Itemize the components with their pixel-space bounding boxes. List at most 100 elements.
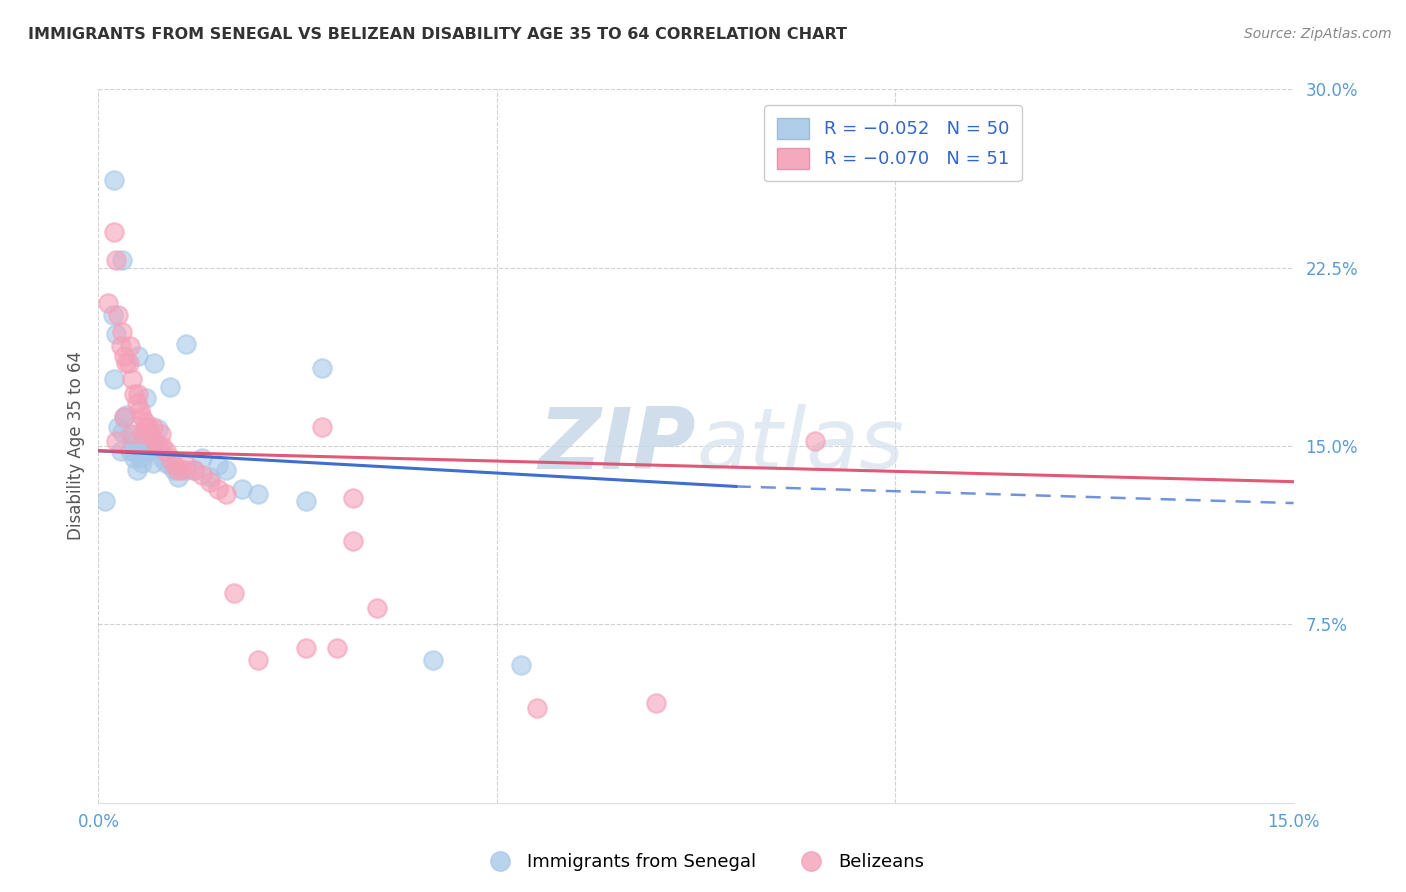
Point xyxy=(134,415,156,429)
Point xyxy=(121,443,143,458)
Point xyxy=(366,600,388,615)
Point xyxy=(104,253,127,268)
Point xyxy=(124,386,146,401)
Point xyxy=(143,434,166,449)
Point xyxy=(135,420,157,434)
Point xyxy=(246,653,269,667)
Point xyxy=(127,349,149,363)
Point xyxy=(804,434,827,449)
Point xyxy=(159,450,181,465)
Point xyxy=(326,641,349,656)
Point xyxy=(121,427,143,442)
Text: Source: ZipAtlas.com: Source: ZipAtlas.com xyxy=(1244,27,1392,41)
Point xyxy=(207,458,229,472)
Point xyxy=(111,425,134,439)
Point xyxy=(110,443,132,458)
Point xyxy=(143,434,166,449)
Point xyxy=(139,443,162,458)
Text: IMMIGRANTS FROM SENEGAL VS BELIZEAN DISABILITY AGE 35 TO 64 CORRELATION CHART: IMMIGRANTS FROM SENEGAL VS BELIZEAN DISA… xyxy=(28,27,848,42)
Point xyxy=(118,356,141,370)
Point xyxy=(342,534,364,549)
Point xyxy=(183,463,205,477)
Point xyxy=(311,420,333,434)
Point xyxy=(129,450,152,465)
Point xyxy=(163,463,186,477)
Text: atlas: atlas xyxy=(696,404,904,488)
Point xyxy=(124,450,146,465)
Point xyxy=(111,253,134,268)
Point xyxy=(104,327,127,342)
Point xyxy=(342,491,364,506)
Point xyxy=(526,700,548,714)
Point xyxy=(101,308,124,322)
Point xyxy=(198,475,221,489)
Point xyxy=(112,410,135,425)
Point xyxy=(172,463,194,477)
Point xyxy=(131,427,153,442)
Point xyxy=(121,372,143,386)
Point xyxy=(127,386,149,401)
Point xyxy=(215,486,238,500)
Point xyxy=(207,482,229,496)
Point xyxy=(509,657,531,672)
Text: ZIP: ZIP xyxy=(538,404,696,488)
Point xyxy=(115,356,138,370)
Point xyxy=(159,379,181,393)
Point xyxy=(103,172,125,186)
Point xyxy=(120,339,142,353)
Point xyxy=(150,450,173,465)
Point xyxy=(127,439,149,453)
Point xyxy=(135,392,157,406)
Point xyxy=(103,225,125,239)
Legend: R = −0.052   N = 50, R = −0.070   N = 51: R = −0.052 N = 50, R = −0.070 N = 51 xyxy=(763,105,1022,181)
Point xyxy=(167,470,190,484)
Point xyxy=(148,439,170,453)
Point xyxy=(155,456,177,470)
Legend: Immigrants from Senegal, Belizeans: Immigrants from Senegal, Belizeans xyxy=(475,847,931,879)
Point xyxy=(112,410,135,425)
Point xyxy=(142,420,165,434)
Point xyxy=(136,443,159,458)
Point xyxy=(142,456,165,470)
Point xyxy=(422,653,444,667)
Point xyxy=(111,325,134,339)
Point xyxy=(174,463,197,477)
Point xyxy=(107,308,129,322)
Point xyxy=(131,410,153,425)
Point xyxy=(311,360,333,375)
Point xyxy=(246,486,269,500)
Point xyxy=(645,696,668,710)
Point xyxy=(125,463,148,477)
Point xyxy=(167,463,190,477)
Point xyxy=(149,443,172,458)
Point xyxy=(107,420,129,434)
Point xyxy=(104,434,127,449)
Point xyxy=(97,296,120,310)
Point xyxy=(94,493,117,508)
Point xyxy=(174,458,197,472)
Point xyxy=(103,372,125,386)
Point xyxy=(136,420,159,434)
Point xyxy=(139,427,162,442)
Point xyxy=(131,456,153,470)
Point xyxy=(118,427,141,442)
Point xyxy=(150,439,173,453)
Point xyxy=(128,443,150,458)
Point xyxy=(120,443,142,458)
Point xyxy=(155,443,177,458)
Point xyxy=(149,427,172,442)
Point xyxy=(134,439,156,453)
Point xyxy=(163,458,186,472)
Point xyxy=(215,463,238,477)
Point xyxy=(148,422,170,436)
Point xyxy=(191,467,214,482)
Point xyxy=(183,463,205,477)
Point xyxy=(159,458,181,472)
Point xyxy=(294,641,316,656)
Point xyxy=(231,482,253,496)
Y-axis label: Disability Age 35 to 64: Disability Age 35 to 64 xyxy=(66,351,84,541)
Point xyxy=(110,339,132,353)
Point xyxy=(115,408,138,422)
Point xyxy=(174,336,197,351)
Point xyxy=(198,470,221,484)
